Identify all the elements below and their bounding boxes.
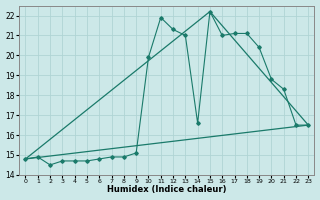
X-axis label: Humidex (Indice chaleur): Humidex (Indice chaleur) xyxy=(107,185,227,194)
